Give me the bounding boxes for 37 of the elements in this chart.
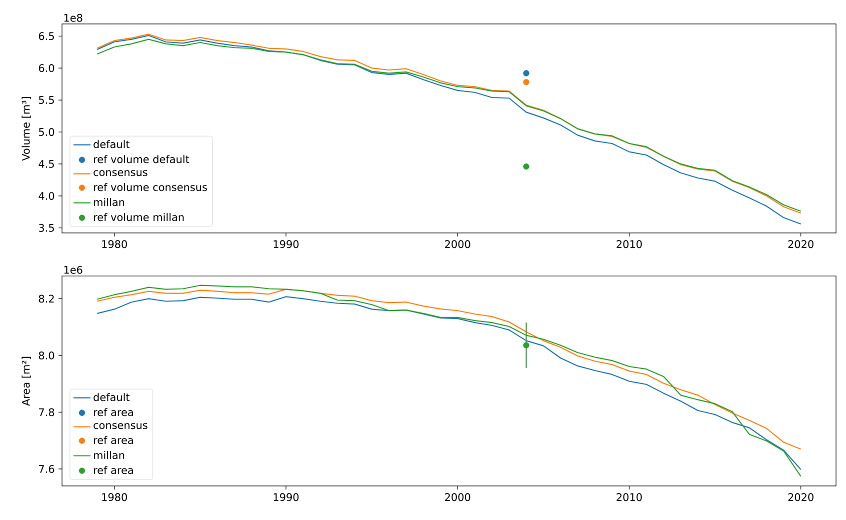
y-tick-label: 5.5 <box>39 96 54 104</box>
legend-label: millan <box>94 450 124 460</box>
y-tick-label: 5.0 <box>39 128 54 136</box>
y-axis-title: Volume [m³] <box>22 96 32 161</box>
x-tick-label: 1990 <box>274 493 299 502</box>
legend-label: consensus <box>94 170 148 176</box>
text: 1e8 <box>64 14 82 22</box>
y-axis-title: Area [m²] <box>22 356 32 406</box>
x-tick-label: 1990 <box>274 240 299 248</box>
x-tick-label: 1980 <box>102 240 127 248</box>
legend-label: millan <box>94 198 124 206</box>
text: 1e6 <box>64 266 82 274</box>
legend-label: ref volume default <box>94 155 190 164</box>
x-tick-label: 2010 <box>616 240 642 248</box>
legend-label: consensus <box>94 423 148 430</box>
y-tick-label: 6.0 <box>38 64 54 72</box>
legend-label: ref area <box>94 408 133 416</box>
legend-label: default <box>94 393 130 402</box>
y-tick-label: 6.5 <box>38 32 54 40</box>
y-tick-label: 7.6 <box>39 465 54 473</box>
legend-label: ref area <box>94 466 133 474</box>
x-tick-label: 2000 <box>445 493 470 502</box>
x-tick-label: 2020 <box>788 240 814 248</box>
legend-label: default <box>94 140 130 148</box>
legend-label: ref volume millan <box>94 213 184 222</box>
legend-label: ref area <box>94 436 133 444</box>
x-tick-label: 2010 <box>616 493 642 502</box>
y-tick-label: 4.5 <box>38 160 54 168</box>
legend-label: ref volume consensus <box>94 183 207 192</box>
x-tick-label: 2000 <box>445 240 470 248</box>
x-tick-label: 2020 <box>788 493 814 502</box>
y-tick-label: 4.0 <box>38 192 54 200</box>
y-tick-label: 7.8 <box>39 408 54 416</box>
y-tick-label: 8.0 <box>38 351 54 360</box>
y-tick-label: 3.5 <box>38 224 54 232</box>
y-tick-label: 8.2 <box>38 294 54 303</box>
x-tick-label: 1980 <box>102 493 127 502</box>
